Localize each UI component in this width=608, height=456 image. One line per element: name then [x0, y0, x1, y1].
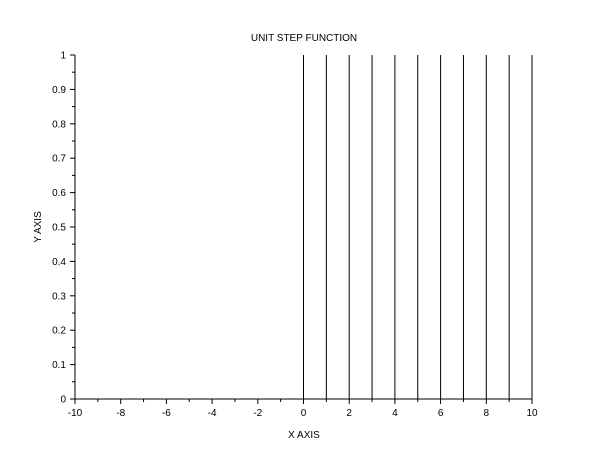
x-tick-label: -6 [162, 408, 171, 419]
y-tick-label: 0.3 [52, 291, 66, 302]
y-axis-ticks: 0 0.1 0.2 0.3 0.4 0.5 0.6 0.7 0.8 0.9 1 [52, 51, 75, 406]
x-tick-label: 0 [301, 408, 307, 419]
x-tick-label: -4 [208, 408, 217, 419]
y-tick-label: 0.7 [52, 154, 66, 165]
y-tick-label: 0.4 [52, 257, 66, 268]
x-tick-label: -10 [68, 408, 83, 419]
chart-title: UNIT STEP FUNCTION [251, 33, 357, 44]
x-axis-ticks: -10 -8 -6 -4 -2 0 2 4 6 8 10 [68, 399, 538, 419]
data-series [303, 55, 533, 399]
x-tick-label: 8 [484, 408, 490, 419]
x-tick-label: -2 [253, 408, 262, 419]
y-tick-label: 0.8 [52, 119, 66, 130]
y-tick-label: 0.5 [52, 223, 66, 234]
y-tick-label: 0.2 [52, 326, 66, 337]
x-tick-label: 4 [392, 408, 398, 419]
y-tick-label: 1 [60, 51, 66, 62]
x-axis-label: X AXIS [288, 430, 320, 441]
y-tick-label: 0 [60, 395, 66, 406]
y-tick-label: 0.1 [52, 360, 66, 371]
x-tick-label: -8 [116, 408, 125, 419]
x-tick-label: 10 [526, 408, 538, 419]
y-tick-label: 0.6 [52, 188, 66, 199]
x-tick-label: 6 [438, 408, 444, 419]
x-tick-label: 2 [346, 408, 352, 419]
y-tick-label: 0.9 [52, 85, 66, 96]
y-axis-label: Y AXIS [33, 211, 44, 243]
